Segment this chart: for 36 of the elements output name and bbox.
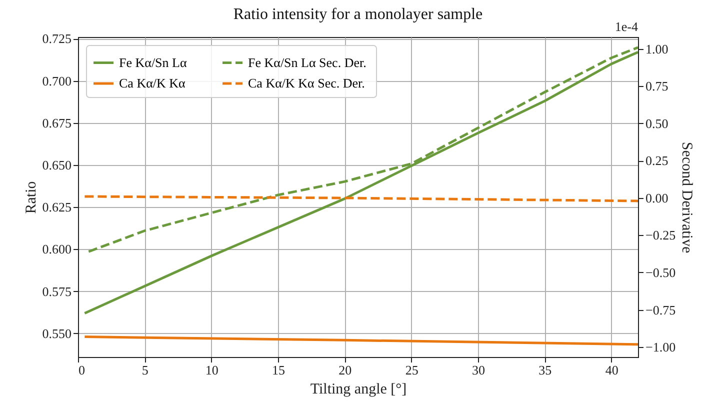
x-tick-label: 25 (405, 362, 418, 378)
x-tick-label: 15 (272, 362, 285, 378)
y2-tick-label: 0.75 (646, 78, 668, 94)
y2-tick-label: −0.50 (646, 264, 676, 280)
chart-title: Ratio intensity for a monolayer sample (233, 6, 483, 23)
y-tick-label: 0.700 (42, 73, 72, 88)
x-tick-label: 35 (538, 362, 552, 378)
y2-tick-label: 0.25 (646, 153, 668, 168)
y-tick-label: 0.675 (42, 115, 72, 130)
legend-label: Ca Kα/K Kα Sec. Der. (248, 76, 365, 90)
text: 1e-4 (614, 19, 638, 34)
x-axis-title: Tilting angle [°] (310, 382, 407, 398)
y-axis-title: Ratio (23, 181, 40, 214)
y2-tick-label: 0.00 (646, 190, 668, 206)
y-tick-label: 0.625 (42, 200, 72, 215)
y2-axis-title: Second Derivative (678, 142, 695, 254)
x-tick-label: 40 (605, 362, 618, 378)
x-tick-label: 10 (205, 362, 218, 378)
x-tick-label: 20 (338, 362, 352, 378)
x-tick-label: 0 (78, 362, 85, 378)
legend-label: Fe Kα/Sn Lα (119, 54, 187, 70)
y-tick-label: 0.725 (42, 31, 72, 46)
x-tick-label: 5 (142, 362, 148, 378)
y2-tick-label: −1.00 (646, 340, 676, 355)
x-tick-label: 30 (472, 362, 485, 378)
y-tick-label: 0.650 (42, 158, 72, 172)
y-tick-label: 0.575 (42, 284, 72, 299)
y-tick-label: 0.550 (42, 326, 72, 341)
legend-label: Fe Kα/Sn Lα Sec. Der. (248, 54, 366, 70)
line-series (83, 50, 638, 314)
y2-tick-label: −0.75 (646, 302, 676, 318)
y2-tick-label: −0.25 (646, 228, 676, 243)
legend-label: Ca Kα/K Kα (119, 76, 186, 90)
y2-tick-label: 0.50 (646, 116, 668, 131)
y2-tick-label: 1.00 (646, 41, 668, 56)
y-tick-label: 0.600 (42, 242, 72, 257)
